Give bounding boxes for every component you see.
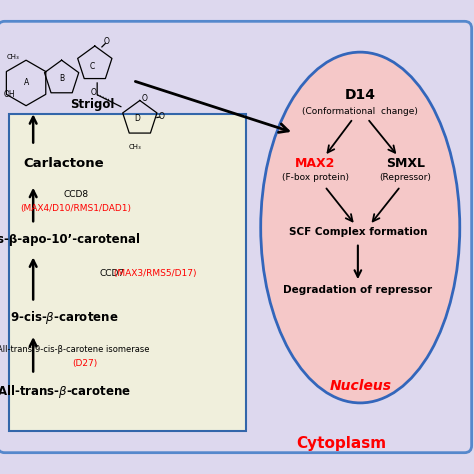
FancyBboxPatch shape: [0, 21, 472, 453]
Text: (F-box protein): (F-box protein): [282, 173, 349, 182]
Text: (MAX3/RMS5/D17): (MAX3/RMS5/D17): [111, 269, 197, 278]
Text: C: C: [90, 62, 95, 71]
Text: cis-β-apo-10’-carotenal: cis-β-apo-10’-carotenal: [0, 233, 141, 246]
Text: A: A: [23, 79, 29, 87]
Text: D14: D14: [345, 88, 376, 102]
Text: 9-cis-$\beta$-carotene: 9-cis-$\beta$-carotene: [10, 309, 118, 326]
Text: CCD7: CCD7: [100, 269, 125, 278]
Text: OH: OH: [4, 91, 15, 99]
Text: O: O: [104, 37, 109, 46]
Text: Degradation of repressor: Degradation of repressor: [283, 285, 432, 295]
Text: CCD8: CCD8: [63, 190, 89, 199]
Text: Cytoplasm: Cytoplasm: [296, 436, 386, 451]
Text: (D27): (D27): [73, 359, 98, 368]
Text: Nucleus: Nucleus: [329, 379, 391, 393]
Ellipse shape: [261, 52, 460, 403]
Bar: [9, 114, 246, 431]
Text: (Repressor): (Repressor): [379, 173, 431, 182]
Text: O: O: [158, 112, 164, 120]
Text: SMXL: SMXL: [386, 157, 425, 170]
Text: (Conformational  change): (Conformational change): [302, 107, 418, 116]
Text: Strigol: Strigol: [70, 98, 115, 111]
Text: SCF Complex formation: SCF Complex formation: [289, 227, 427, 237]
Text: O: O: [142, 94, 147, 103]
Text: CH₃: CH₃: [129, 144, 141, 150]
Text: All-trans-$\beta$-carotene: All-trans-$\beta$-carotene: [0, 383, 131, 400]
Text: (MAX4/D10/RMS1/DAD1): (MAX4/D10/RMS1/DAD1): [20, 204, 131, 213]
Text: All-trans/9-cis-β-carotene isomerase: All-trans/9-cis-β-carotene isomerase: [0, 345, 150, 354]
Text: Carlactone: Carlactone: [24, 157, 104, 170]
Text: D: D: [135, 114, 140, 123]
Text: MAX2: MAX2: [295, 157, 336, 170]
Text: B: B: [59, 74, 64, 82]
Text: O: O: [91, 88, 96, 97]
Text: CH₃: CH₃: [7, 54, 19, 60]
